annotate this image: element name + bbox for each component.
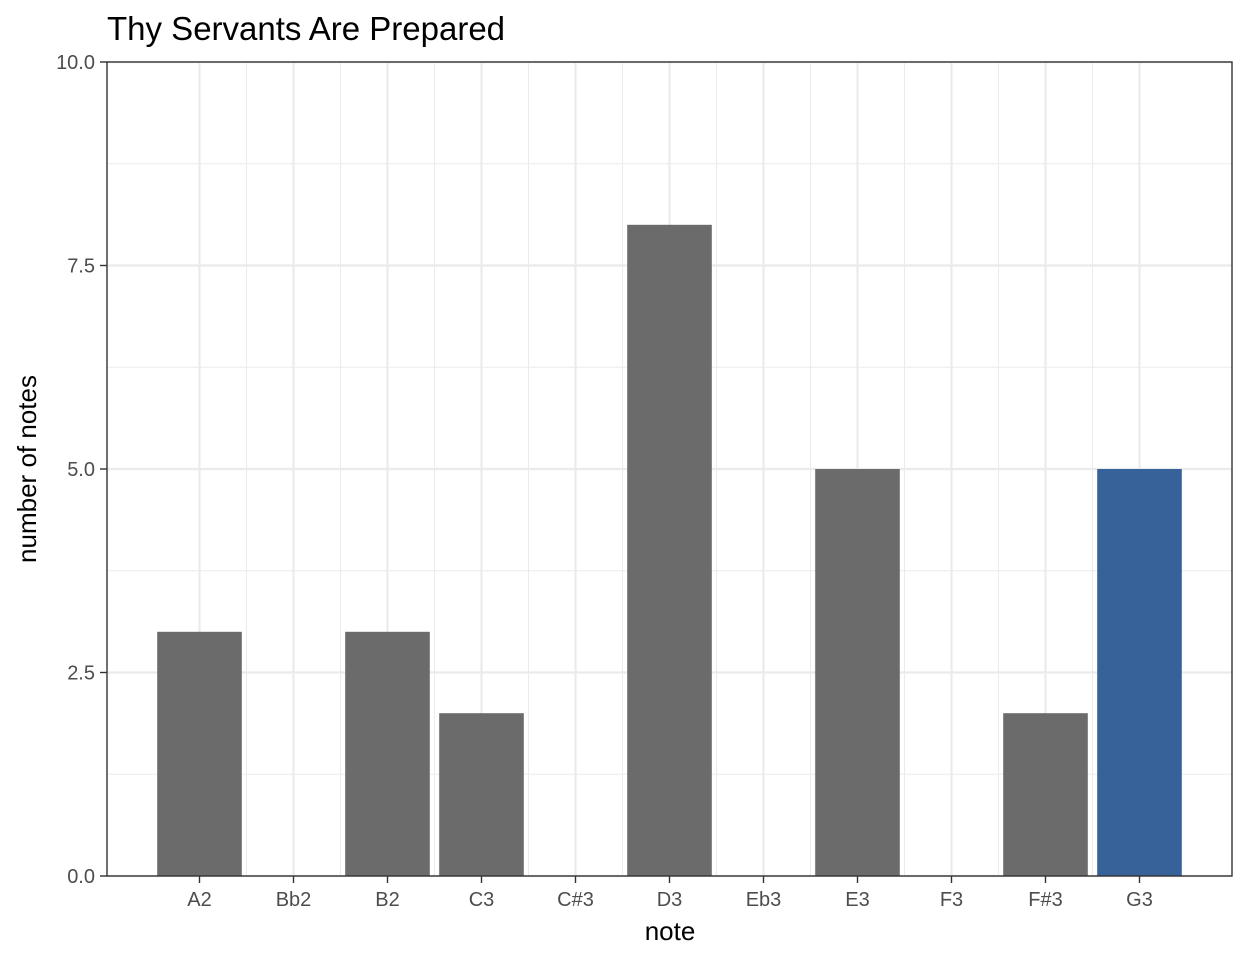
x-tick-label: F#3 [1028, 889, 1062, 911]
y-tick-label: 5.0 [67, 459, 95, 481]
y-axis-ticks: 0.0 2.5 5.0 7.5 10.0 [56, 52, 107, 888]
bar-A2 [157, 631, 242, 876]
x-tick-label: B2 [375, 889, 399, 911]
bar-B2 [345, 631, 430, 876]
chart-title: Thy Servants Are Prepared [107, 10, 505, 47]
bar-D3 [627, 224, 712, 877]
y-tick-label: 2.5 [67, 663, 95, 685]
y-tick-label: 0.0 [67, 866, 95, 888]
x-tick-label: G3 [1126, 889, 1153, 911]
y-tick-label: 10.0 [56, 52, 95, 74]
x-tick-label: E3 [845, 889, 869, 911]
x-tick-label: Eb3 [746, 889, 782, 911]
y-tick-label: 7.5 [67, 256, 95, 278]
bar-E3 [815, 469, 900, 876]
x-axis-ticks: A2 Bb2 B2 C3 C#3 D3 Eb3 E3 F3 F#3 G3 [187, 876, 1153, 911]
x-tick-label: C#3 [557, 889, 594, 911]
x-tick-label: Bb2 [276, 889, 312, 911]
bar-G3 [1097, 469, 1182, 876]
x-tick-label: A2 [187, 889, 211, 911]
bar-F#3 [1003, 713, 1088, 876]
y-axis-title: number of notes [12, 375, 42, 563]
x-tick-label: C3 [469, 889, 495, 911]
x-tick-label: F3 [940, 889, 963, 911]
bars [157, 224, 1182, 877]
bar-C3 [439, 713, 524, 876]
x-tick-label: D3 [657, 889, 683, 911]
x-axis-title: note [645, 916, 696, 946]
